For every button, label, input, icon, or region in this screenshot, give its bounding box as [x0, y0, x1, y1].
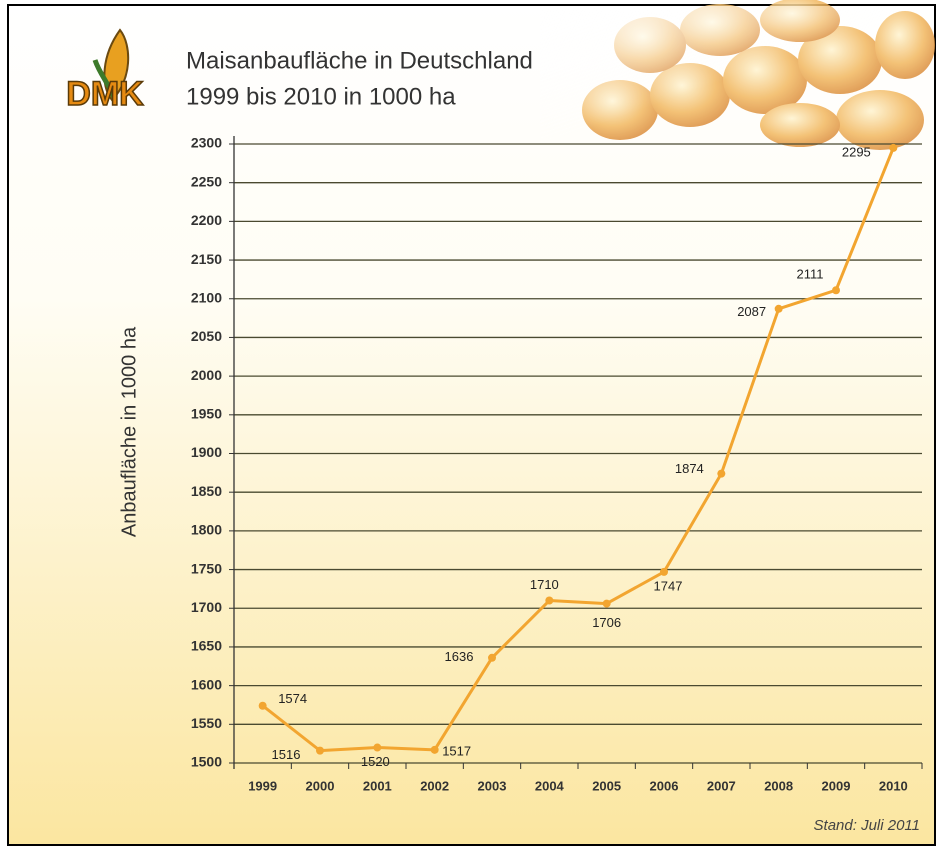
data-label: 1517: [442, 743, 471, 758]
x-tick-label: 1999: [248, 778, 277, 793]
point: [717, 470, 725, 478]
point: [431, 746, 439, 754]
data-label: 1636: [445, 649, 474, 664]
x-tick-label: 2001: [363, 778, 392, 793]
y-tick-label: 1550: [191, 715, 222, 731]
y-tick-label: 2150: [191, 251, 222, 267]
x-tick-label: 2005: [592, 778, 621, 793]
note: Stand: Juli 2011: [814, 817, 920, 834]
y-tick-label: 2300: [191, 135, 222, 151]
data-label: 1710: [530, 577, 559, 592]
point: [775, 305, 783, 313]
y-tick-label: 1700: [191, 599, 222, 615]
x-tick-label: 2007: [707, 778, 736, 793]
x-tick-label: 2010: [879, 778, 908, 793]
data-label: 1747: [654, 578, 683, 593]
x-tick-label: 2003: [478, 778, 507, 793]
x-tick-label: 2006: [650, 778, 679, 793]
y-tick-label: 2200: [191, 212, 222, 228]
chart-title: Maisanbaufläche in Deutschland: [186, 47, 533, 74]
point: [832, 286, 840, 294]
point: [545, 597, 553, 605]
data-label: 1874: [675, 461, 704, 476]
y-tick-label: 1750: [191, 560, 222, 576]
y-tick-label: 2000: [191, 367, 222, 383]
point: [316, 747, 324, 755]
x-tick-label: 2009: [822, 778, 851, 793]
y-tick-label: 1650: [191, 638, 222, 654]
y-tick-label: 2050: [191, 328, 222, 344]
point: [259, 702, 267, 710]
point: [603, 600, 611, 608]
data-label: 1520: [361, 754, 390, 769]
logo-text: DMK: [66, 75, 144, 113]
data-label: 2087: [737, 304, 766, 319]
point: [373, 744, 381, 752]
chart: DMK Maisanbaufläche in Deutschland 1999 …: [0, 0, 943, 849]
x-tick-label: 2002: [420, 778, 449, 793]
y-tick-label: 2100: [191, 289, 222, 305]
y-tick-label: 1900: [191, 444, 222, 460]
y-tick-label: 2250: [191, 173, 222, 189]
point: [889, 144, 897, 152]
data-label: 2111: [797, 267, 824, 282]
y-tick-label: 1500: [191, 754, 222, 770]
chart-subtitle: 1999 bis 2010 in 1000 ha: [186, 83, 456, 110]
y-tick-label: 1800: [191, 522, 222, 538]
y-tick-label: 1850: [191, 483, 222, 499]
y-tick-label: 1600: [191, 676, 222, 692]
y-axis-label: Anbaufläche in 1000 ha: [118, 326, 140, 537]
x-tick-label: 2004: [535, 778, 565, 793]
point: [488, 654, 496, 662]
x-tick-label: 2000: [306, 778, 335, 793]
data-label: 1574: [278, 691, 307, 706]
x-tick-label: 2008: [764, 778, 793, 793]
corn-decoration: [540, 0, 935, 150]
data-label: 1706: [592, 615, 621, 630]
data-label: 1516: [272, 747, 301, 762]
point: [660, 568, 668, 576]
data-label: 2295: [842, 144, 871, 159]
y-tick-label: 1950: [191, 406, 222, 422]
